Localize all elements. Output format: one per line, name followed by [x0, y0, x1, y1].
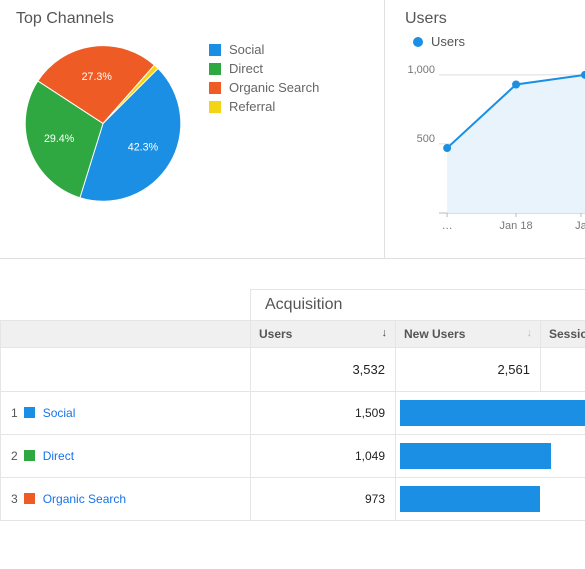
users-legend: Users — [413, 34, 585, 49]
total-new-users: 2,561 — [396, 348, 541, 392]
row-index: 3 — [11, 492, 18, 506]
row-index: 2 — [11, 449, 18, 463]
legend-item-referral[interactable]: Referral — [209, 99, 319, 114]
legend-label: Social — [229, 42, 264, 57]
users-legend-label: Users — [431, 34, 465, 49]
acquisition-table: Acquisition Users↓ New Users↓ Session 3,… — [0, 289, 585, 521]
legend-swatch — [209, 101, 221, 113]
row-users: 973 — [251, 478, 396, 521]
svg-text:Ja: Ja — [575, 220, 585, 232]
pie-legend: Social Direct Organic Search Referral — [209, 42, 319, 118]
data-point[interactable] — [443, 144, 451, 152]
sort-icon: ↓ — [527, 327, 533, 339]
row-users: 1,049 — [251, 435, 396, 478]
row-bar — [400, 486, 540, 512]
users-legend-dot — [413, 37, 423, 47]
pie-pct-label: 27.3% — [82, 71, 113, 83]
top-channels-title: Top Channels — [16, 10, 384, 28]
row-label: Direct — [43, 449, 74, 463]
legend-label: Direct — [229, 61, 263, 76]
svg-text:500: 500 — [417, 133, 435, 145]
legend-item-organic-search[interactable]: Organic Search — [209, 80, 319, 95]
legend-label: Organic Search — [229, 80, 319, 95]
legend-item-direct[interactable]: Direct — [209, 61, 319, 76]
users-line-chart: 500 1,000 … Jan 18 Ja — [405, 53, 585, 243]
legend-swatch — [209, 44, 221, 56]
row-swatch — [24, 450, 35, 461]
row-index: 1 — [11, 406, 18, 420]
top-channels-pie: 42.3% 29.4% 27.3% — [16, 34, 191, 209]
row-label: Organic Search — [43, 492, 126, 506]
row-label: Social — [43, 406, 76, 420]
row-bar — [400, 400, 585, 426]
table-row[interactable]: 3 Organic Search 973 — [1, 478, 585, 521]
legend-swatch — [209, 63, 221, 75]
legend-label: Referral — [229, 99, 275, 114]
row-swatch — [24, 493, 35, 504]
data-point[interactable] — [512, 80, 520, 88]
svg-text:1,000: 1,000 — [407, 64, 435, 76]
legend-swatch — [209, 82, 221, 94]
acquisition-label: Acquisition — [259, 296, 342, 317]
users-chart-title: Users — [405, 10, 585, 28]
svg-text:Jan 18: Jan 18 — [500, 220, 533, 232]
col-users-header[interactable]: Users↓ — [251, 321, 396, 348]
row-bar — [400, 443, 551, 469]
svg-text:…: … — [442, 220, 453, 232]
total-users: 3,532 — [251, 348, 396, 392]
sort-desc-icon: ↓ — [382, 327, 388, 339]
col-sessions-header[interactable]: Session — [541, 321, 585, 348]
legend-item-social[interactable]: Social — [209, 42, 319, 57]
row-users: 1,509 — [251, 392, 396, 435]
pie-pct-label: 29.4% — [44, 133, 75, 145]
table-row[interactable]: 1 Social 1,509 — [1, 392, 585, 435]
pie-pct-label: 42.3% — [128, 141, 159, 153]
totals-row: 3,532 2,561 — [1, 348, 585, 392]
col-newusers-header[interactable]: New Users↓ — [396, 321, 541, 348]
col-channel-header[interactable] — [1, 321, 251, 348]
table-row[interactable]: 2 Direct 1,049 — [1, 435, 585, 478]
row-swatch — [24, 407, 35, 418]
